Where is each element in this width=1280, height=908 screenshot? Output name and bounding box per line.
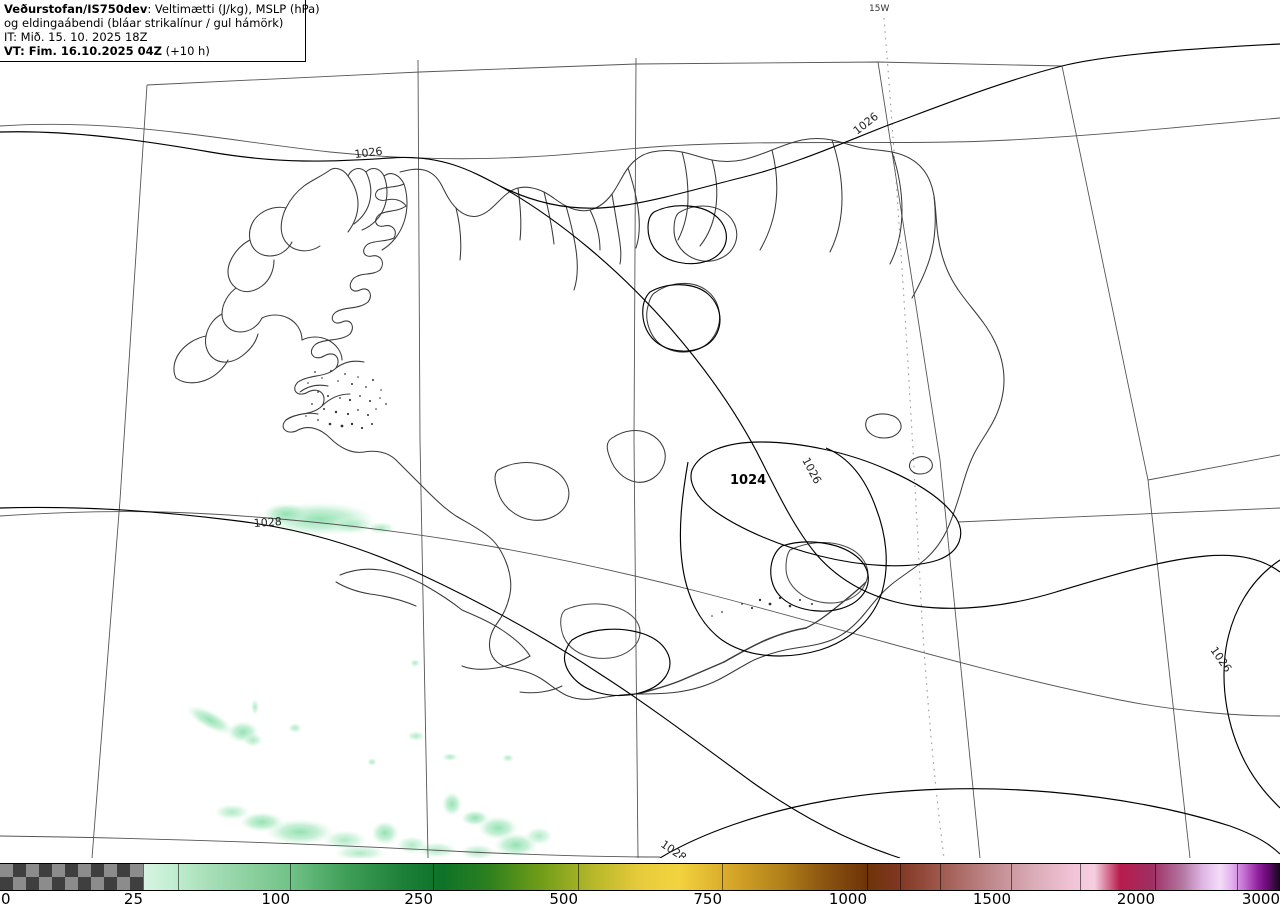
colorbar[interactable] <box>0 863 1280 891</box>
forecast-hour-offset: (+10 h) <box>161 44 210 59</box>
forecast-info-box: Veðurstofan/IS750dev: Veltimætti (J/kg),… <box>0 0 320 63</box>
isobar-cell-southeast <box>770 541 869 612</box>
colorbar-tick <box>1011 864 1012 890</box>
iceland-coastline <box>173 137 1005 700</box>
isobar-1026-north <box>0 43 1280 209</box>
colorbar-tick <box>867 864 868 890</box>
colorbar-tick <box>1155 864 1156 890</box>
colorbar-tick <box>900 864 901 890</box>
meridian-label-15w: 15W <box>869 4 889 14</box>
colorbar-tick <box>433 864 434 890</box>
colorbar-tick <box>143 864 144 890</box>
isobar-1026-east-lobe <box>1223 559 1280 809</box>
info-line-valid-time: VT: Fim. 16.10.2025 04Z (+10 h) <box>4 44 302 58</box>
colorbar-tick <box>1237 864 1238 890</box>
colorbar-label-0: 0 <box>1 890 11 908</box>
mslp-isobar-layer <box>0 43 1280 858</box>
isobar-label-1024-center: 1024 <box>730 473 766 488</box>
isobar-label-1028-w: 1028 <box>253 515 282 530</box>
isobar-1028-south <box>659 788 1280 858</box>
colorbar-label-250: 250 <box>404 890 433 908</box>
colorbar-tick <box>940 864 941 890</box>
isobar-cell-north-large <box>642 284 721 352</box>
colorbar-label-750: 750 <box>693 890 722 908</box>
colorbar-label-100: 100 <box>261 890 290 908</box>
model-params: : Veltimætti (J/kg), MSLP (hPa) <box>147 2 320 16</box>
isobar-label-1026-se: 1026 <box>1208 644 1235 674</box>
map-canvas[interactable]: 15W <box>0 0 1280 858</box>
isobar-label-1026-center: 1026 <box>799 455 824 486</box>
isobar-label-1026-ne: 1026 <box>851 110 881 137</box>
meridian-15w: 15W <box>869 4 945 858</box>
cape-shading-layer <box>186 502 553 858</box>
colorbar-label-1500: 1500 <box>972 890 1011 908</box>
isobar-cell-north-small <box>647 205 727 265</box>
info-line-model: Veðurstofan/IS750dev: Veltimætti (J/kg),… <box>4 2 320 16</box>
colorbar-masked-range <box>0 864 143 890</box>
colorbar-tick <box>578 864 579 890</box>
model-name: Veðurstofan/IS750dev <box>4 2 148 16</box>
colorbar-gradient <box>0 864 1280 890</box>
isobar-label-layer: 1026 1026 1028 1024 1026 1026 1028 <box>253 110 1234 858</box>
isobar-1026-inner-west <box>679 447 887 657</box>
colorbar-label-25: 25 <box>123 890 143 908</box>
colorbar-label-500: 500 <box>549 890 578 908</box>
colorbar-label-2000: 2000 <box>1116 890 1155 908</box>
isobar-1026-southeast <box>499 185 1280 609</box>
colorbar-tick <box>290 864 291 890</box>
colorbar-label-1000: 1000 <box>828 890 867 908</box>
colorbar-label-3000: 3000 <box>1241 890 1280 908</box>
graticule-layer <box>0 57 1280 858</box>
isobar-1028-southwest <box>0 506 901 858</box>
colorbar-region: 0 25 100 250 500 750 1000 1500 2000 3000 <box>0 858 1280 908</box>
info-line-init-time: IT: Mið. 15. 10. 2025 18Z <box>4 30 148 45</box>
isobar-cell-vestmannaeyjar <box>564 628 671 697</box>
info-line-legendnote: og eldingaábendi (bláar strikalínur / gu… <box>4 16 284 31</box>
colorbar-tick <box>1080 864 1081 890</box>
terrain-stipple <box>305 370 813 617</box>
isobar-label-1026-nw: 1026 <box>354 145 383 161</box>
isobar-1024-closed <box>690 441 962 567</box>
isobar-label-1028-s: 1028 <box>658 838 688 858</box>
colorbar-tick <box>722 864 723 890</box>
map-svg: 15W <box>0 4 1280 858</box>
colorbar-tick-labels: 0 25 100 250 500 750 1000 1500 2000 3000 <box>0 891 1280 907</box>
valid-time-value: VT: Fim. 16.10.2025 04Z <box>4 44 162 59</box>
colorbar-tick <box>178 864 179 890</box>
